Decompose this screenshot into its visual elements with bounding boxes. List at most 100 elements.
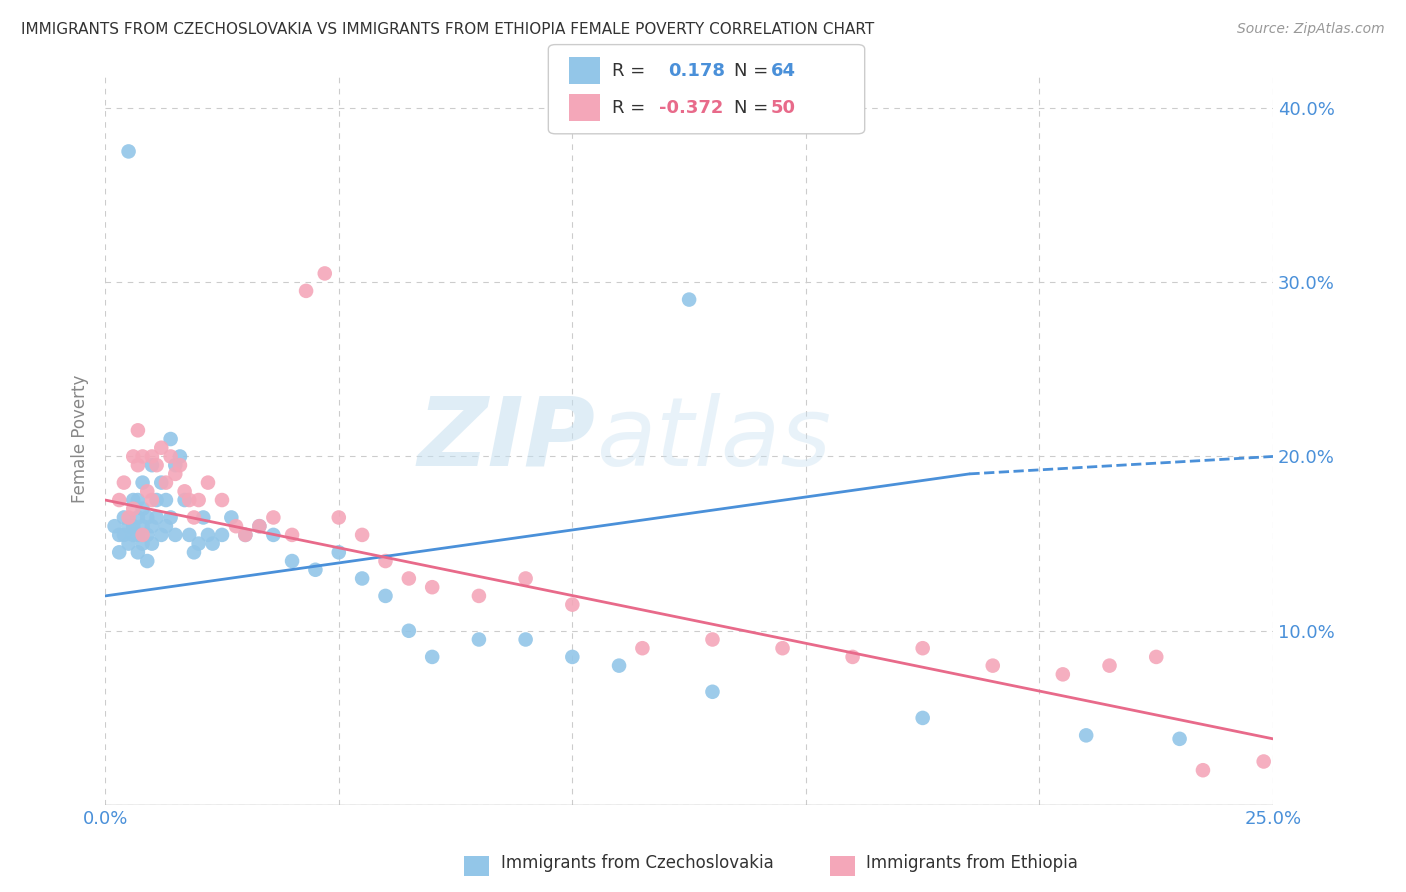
- Point: [103, 519, 125, 533]
- Point: [328, 545, 350, 559]
- Point: [159, 432, 181, 446]
- Point: [221, 510, 243, 524]
- Point: [122, 528, 145, 542]
- Point: [145, 510, 167, 524]
- Point: [141, 450, 163, 464]
- Point: [328, 510, 350, 524]
- Point: [165, 467, 187, 481]
- Point: [1076, 728, 1098, 742]
- Point: [136, 510, 159, 524]
- Point: [187, 493, 209, 508]
- Point: [141, 519, 163, 533]
- Point: [262, 510, 284, 524]
- Point: [112, 475, 135, 490]
- Point: [141, 536, 163, 550]
- Point: [1192, 763, 1215, 777]
- Y-axis label: Female Poverty: Female Poverty: [72, 375, 89, 503]
- Point: [468, 632, 491, 647]
- Point: [127, 458, 149, 472]
- Point: [173, 493, 195, 508]
- Point: [1144, 649, 1167, 664]
- Point: [352, 572, 374, 586]
- Point: [127, 545, 149, 559]
- Point: [1098, 658, 1121, 673]
- Point: [197, 528, 219, 542]
- Point: [155, 493, 177, 508]
- Point: [201, 536, 224, 550]
- Point: [981, 658, 1004, 673]
- Point: [631, 641, 654, 656]
- Point: [117, 145, 139, 159]
- Point: [165, 528, 187, 542]
- Text: atlas: atlas: [596, 392, 831, 485]
- Text: -0.372: -0.372: [659, 99, 724, 117]
- Point: [607, 658, 630, 673]
- Point: [117, 510, 139, 524]
- Point: [131, 475, 153, 490]
- Point: [193, 510, 215, 524]
- Point: [702, 632, 724, 647]
- Point: [1168, 731, 1191, 746]
- Point: [211, 528, 233, 542]
- Point: [117, 519, 139, 533]
- Point: [127, 528, 149, 542]
- Point: [131, 450, 153, 464]
- Point: [515, 572, 537, 586]
- Point: [197, 475, 219, 490]
- Point: [1253, 755, 1275, 769]
- Point: [235, 528, 257, 542]
- Point: [122, 493, 145, 508]
- Point: [281, 554, 304, 568]
- Point: [136, 484, 159, 499]
- Point: [262, 528, 284, 542]
- Point: [112, 528, 135, 542]
- Point: [281, 528, 304, 542]
- Point: [131, 528, 153, 542]
- Point: [117, 536, 139, 550]
- Point: [169, 450, 191, 464]
- Point: [169, 458, 191, 472]
- Point: [702, 685, 724, 699]
- Point: [141, 458, 163, 472]
- Point: [420, 649, 443, 664]
- Point: [159, 510, 181, 524]
- Point: [911, 641, 934, 656]
- Point: [136, 528, 159, 542]
- Point: [314, 267, 336, 281]
- Point: [127, 423, 149, 437]
- Point: [211, 493, 233, 508]
- Point: [155, 475, 177, 490]
- Point: [304, 563, 326, 577]
- Point: [141, 493, 163, 508]
- Point: [179, 493, 201, 508]
- Point: [173, 484, 195, 499]
- Point: [468, 589, 491, 603]
- Point: [374, 554, 396, 568]
- Point: [150, 528, 173, 542]
- Point: [150, 475, 173, 490]
- Point: [772, 641, 794, 656]
- Point: [420, 580, 443, 594]
- Point: [145, 458, 167, 472]
- Text: IMMIGRANTS FROM CZECHOSLOVAKIA VS IMMIGRANTS FROM ETHIOPIA FEMALE POVERTY CORREL: IMMIGRANTS FROM CZECHOSLOVAKIA VS IMMIGR…: [21, 22, 875, 37]
- Point: [122, 501, 145, 516]
- Point: [112, 510, 135, 524]
- Point: [155, 519, 177, 533]
- Point: [187, 536, 209, 550]
- Point: [136, 554, 159, 568]
- Text: N =: N =: [734, 62, 773, 79]
- Point: [374, 589, 396, 603]
- Point: [561, 649, 583, 664]
- Point: [179, 528, 201, 542]
- Point: [841, 649, 863, 664]
- Point: [108, 493, 131, 508]
- Point: [122, 519, 145, 533]
- Point: [127, 493, 149, 508]
- Point: [145, 493, 167, 508]
- Point: [247, 519, 270, 533]
- Point: [561, 598, 583, 612]
- Text: 0.178: 0.178: [668, 62, 725, 79]
- Text: ZIP: ZIP: [418, 392, 596, 485]
- Point: [398, 572, 420, 586]
- Point: [122, 450, 145, 464]
